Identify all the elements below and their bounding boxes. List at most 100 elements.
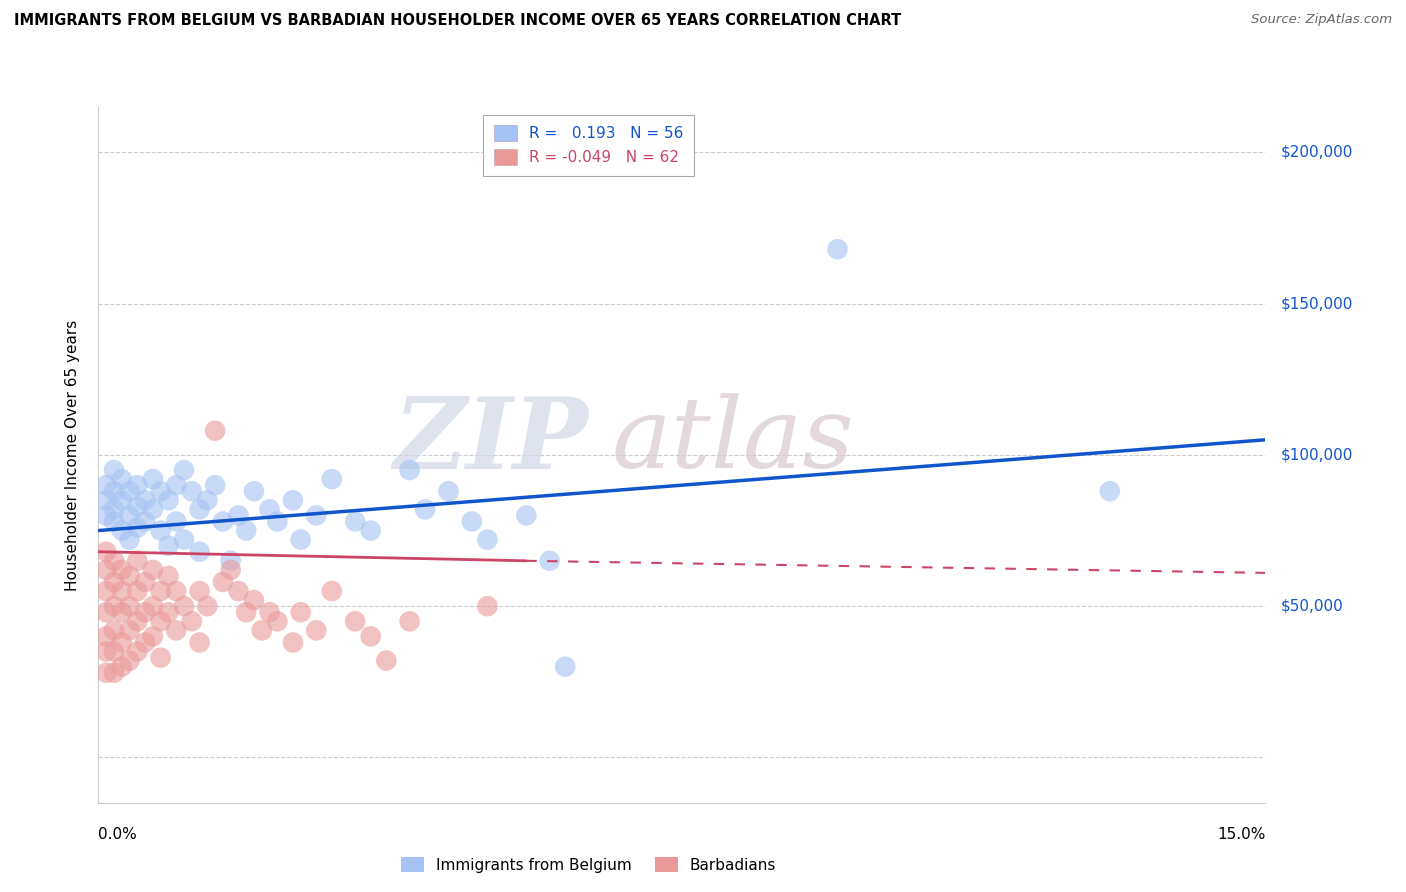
Point <box>477 599 499 614</box>
Point <box>212 574 235 589</box>
Point <box>204 478 226 492</box>
Point <box>413 502 436 516</box>
Point <box>118 533 141 547</box>
Point <box>127 644 149 658</box>
Point <box>96 629 118 643</box>
Point <box>149 524 172 538</box>
Point <box>250 624 273 638</box>
Text: 0.0%: 0.0% <box>98 827 138 842</box>
Point <box>281 493 304 508</box>
Legend: Immigrants from Belgium, Barbadians: Immigrants from Belgium, Barbadians <box>395 850 782 879</box>
Point <box>103 484 125 499</box>
Point <box>165 624 187 638</box>
Point <box>118 654 141 668</box>
Point <box>118 484 141 499</box>
Point <box>118 569 141 583</box>
Point <box>554 659 576 673</box>
Point <box>157 539 180 553</box>
Point <box>212 515 235 529</box>
Point <box>103 554 125 568</box>
Point <box>127 520 149 534</box>
Point <box>259 605 281 619</box>
Point <box>157 605 180 619</box>
Point <box>103 502 125 516</box>
Point <box>103 574 125 589</box>
Point <box>96 563 118 577</box>
Point <box>173 599 195 614</box>
Point <box>321 472 343 486</box>
Point <box>165 515 187 529</box>
Point <box>96 508 118 523</box>
Point <box>111 493 134 508</box>
Point <box>111 605 134 619</box>
Point <box>149 584 172 599</box>
Point <box>127 500 149 514</box>
Point <box>142 472 165 486</box>
Point <box>96 665 118 680</box>
Text: ZIP: ZIP <box>394 392 589 489</box>
Point <box>538 554 561 568</box>
Point <box>111 659 134 673</box>
Point <box>195 599 218 614</box>
Point <box>321 584 343 599</box>
Point <box>96 644 118 658</box>
Point <box>398 615 420 629</box>
Text: atlas: atlas <box>612 393 855 489</box>
Point <box>103 665 125 680</box>
Point <box>142 502 165 516</box>
Point <box>142 629 165 643</box>
Point <box>111 524 134 538</box>
Point <box>360 629 382 643</box>
Point <box>111 472 134 486</box>
Point <box>157 569 180 583</box>
Point <box>134 605 156 619</box>
Point <box>344 515 367 529</box>
Point <box>96 584 118 599</box>
Point <box>188 584 211 599</box>
Point <box>149 650 172 665</box>
Point <box>134 574 156 589</box>
Text: $50,000: $50,000 <box>1281 599 1344 614</box>
Point <box>173 533 195 547</box>
Point <box>96 493 118 508</box>
Point <box>118 508 141 523</box>
Point <box>228 584 250 599</box>
Point <box>103 463 125 477</box>
Point <box>219 554 242 568</box>
Point <box>461 515 484 529</box>
Point <box>111 635 134 649</box>
Point <box>103 644 125 658</box>
Point <box>437 484 460 499</box>
Point <box>219 563 242 577</box>
Point <box>142 563 165 577</box>
Point <box>96 545 118 559</box>
Point <box>243 484 266 499</box>
Point <box>1098 484 1121 499</box>
Point <box>96 478 118 492</box>
Point <box>103 624 125 638</box>
Point <box>375 654 398 668</box>
Point <box>235 605 257 619</box>
Y-axis label: Householder Income Over 65 years: Householder Income Over 65 years <box>65 319 80 591</box>
Point <box>180 615 202 629</box>
Point <box>149 615 172 629</box>
Point <box>127 478 149 492</box>
Point <box>165 584 187 599</box>
Point <box>157 493 180 508</box>
Point <box>235 524 257 538</box>
Point <box>173 463 195 477</box>
Point <box>188 545 211 559</box>
Point <box>228 508 250 523</box>
Point <box>195 493 218 508</box>
Point <box>134 493 156 508</box>
Point <box>259 502 281 516</box>
Point <box>290 605 312 619</box>
Point <box>96 605 118 619</box>
Point <box>398 463 420 477</box>
Point <box>360 524 382 538</box>
Point <box>118 624 141 638</box>
Text: 15.0%: 15.0% <box>1218 827 1265 842</box>
Point <box>290 533 312 547</box>
Point <box>188 502 211 516</box>
Point <box>111 563 134 577</box>
